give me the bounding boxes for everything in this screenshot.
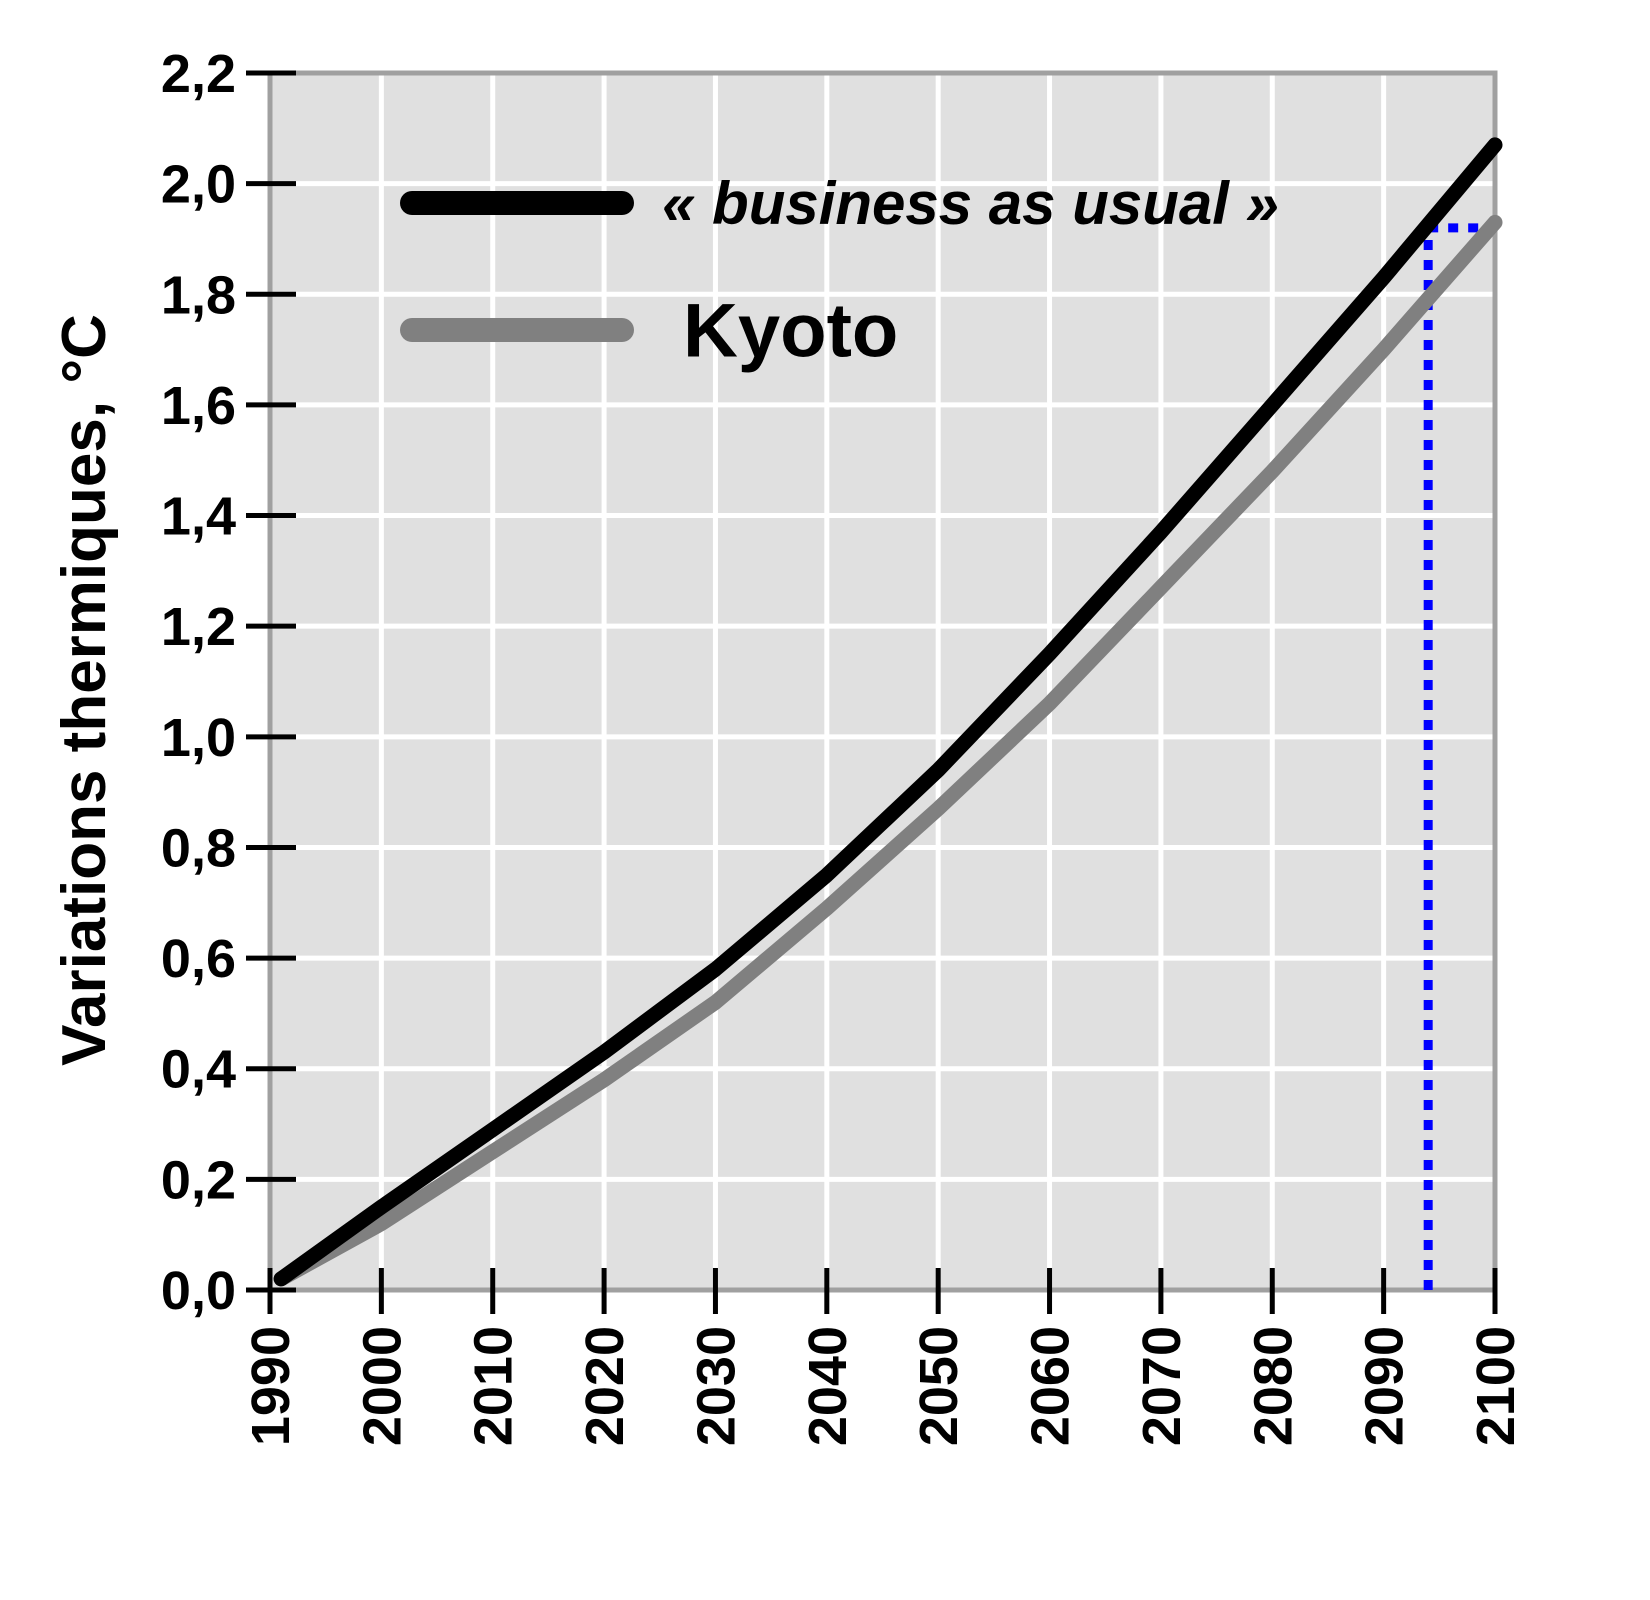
legend-label: Kyoto (683, 289, 898, 374)
y-tick-label: 1,6 (161, 376, 236, 436)
axis-ticks: 1990 2000 2010 2020 2030 2040 2050 2060 2070 2080… (161, 44, 1526, 1446)
series-line (273, 137, 1503, 1287)
x-tick-label: 2000 (352, 1326, 412, 1446)
legend: « business as usual » Kyoto (400, 170, 1279, 374)
y-axis-label: Variations thermiques, °C (50, 314, 119, 1066)
y-tick-label: 1,4 (161, 487, 236, 547)
y-tick-label: 0,4 (161, 1040, 236, 1100)
y-tick-label: 0,2 (161, 1150, 236, 1210)
y-tick-label: 0,0 (161, 1261, 236, 1321)
y-tick-label: 1,2 (161, 597, 236, 657)
x-tick-label: 2010 (464, 1326, 524, 1446)
y-tick-label: 2,0 (161, 155, 236, 215)
plot-area (270, 73, 1495, 1290)
legend-label: « business as usual » (662, 170, 1279, 237)
x-tick-label: 2020 (575, 1326, 635, 1446)
x-tick-label: 2050 (909, 1326, 969, 1446)
y-tick-label: 0,6 (161, 929, 236, 989)
x-tick-label: 2070 (1132, 1326, 1192, 1446)
y-tick-label: 1,8 (161, 265, 236, 325)
y-tick-label: 0,8 (161, 818, 236, 878)
series-lines (273, 137, 1503, 1287)
y-tick-label: 1,0 (161, 708, 236, 768)
x-tick-label: 2060 (1021, 1326, 1081, 1446)
x-tick-label: 2100 (1466, 1326, 1526, 1446)
reference-lines (1423, 223, 1495, 1290)
x-tick-label: 2090 (1355, 1326, 1415, 1446)
plot-frame (267, 70, 1498, 1293)
x-tick-label: 1990 (241, 1326, 301, 1446)
y-tick-label: 2,2 (161, 44, 236, 104)
x-tick-label: 2080 (1243, 1326, 1303, 1446)
x-tick-label: 2030 (686, 1326, 746, 1446)
x-tick-label: 2040 (798, 1326, 858, 1446)
series-line (273, 214, 1503, 1287)
